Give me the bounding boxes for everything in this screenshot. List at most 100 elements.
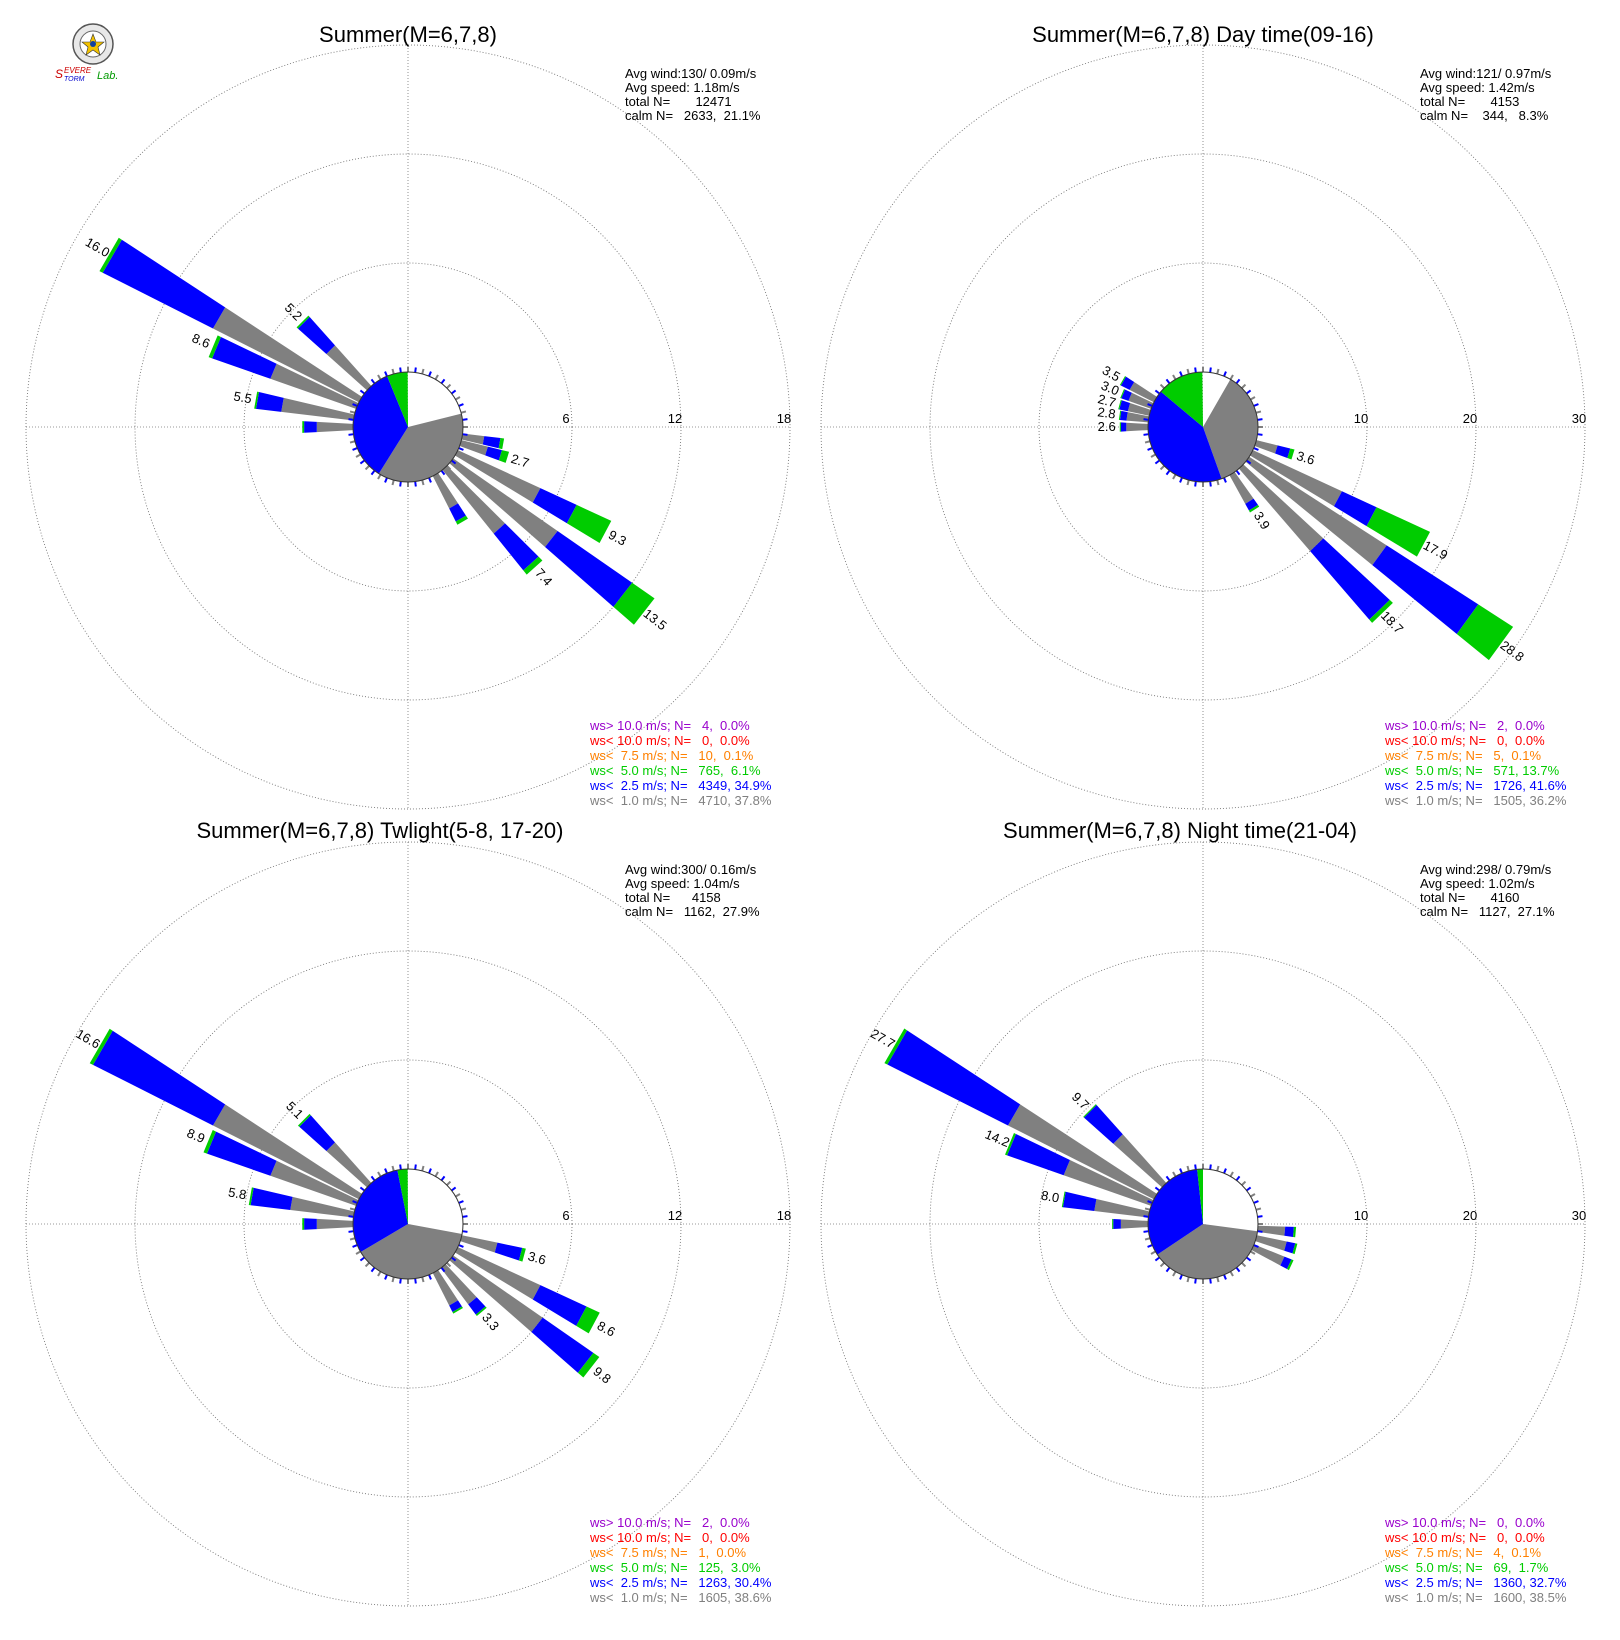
ring-label: 12: [668, 1208, 682, 1223]
minor-petal: [446, 465, 452, 471]
petal-label: 9.3: [606, 527, 629, 549]
minor-petal: [1186, 1165, 1190, 1172]
petal-segment-lt1: [432, 1270, 459, 1306]
ring-label: 6: [562, 411, 569, 426]
calm-circle: [352, 371, 464, 483]
petal-segment-lt2_5: [1280, 1256, 1292, 1270]
minor-petal: [384, 371, 388, 377]
minor-petal: [1147, 403, 1153, 407]
petal-segment-lt5: [203, 1130, 217, 1154]
minor-petal: [421, 479, 425, 486]
minor-petal: [434, 374, 439, 380]
minor-petal: [399, 481, 402, 487]
petal-segment-lt1: [1007, 1104, 1157, 1200]
petal-segment-lt5: [1119, 422, 1121, 432]
ring-3: [25, 44, 791, 810]
petal-segment-lt2_5: [250, 1187, 293, 1210]
petal-segment-lt5: [1456, 604, 1514, 661]
petal-segment-lt1: [455, 450, 541, 503]
calm-circle: [1147, 371, 1259, 483]
info-line: Avg speed: 1.18m/s: [625, 80, 740, 95]
legend-entry: ws> 10.0 m/s; N= 0, 0.0%: [1384, 1515, 1545, 1530]
petal-segment-lt5: [296, 315, 310, 329]
legend-entry: ws< 7.5 m/s; N= 5, 0.1%: [1384, 748, 1542, 763]
petal-segment-lt1: [1063, 1159, 1154, 1206]
minor-petal: [1194, 481, 1197, 487]
minor-petal: [1143, 1215, 1149, 1218]
minor-petal: [446, 383, 452, 389]
ring-2: [929, 153, 1477, 701]
ring-3: [820, 841, 1586, 1607]
minor-petal: [1179, 371, 1183, 377]
minor-petal: [1159, 383, 1165, 389]
minor-petal: [370, 470, 376, 476]
petal-segment-lt2_5: [449, 503, 466, 522]
minor-petal: [1216, 368, 1220, 375]
minor-petal: [1154, 1186, 1160, 1192]
legend-entry: ws< 2.5 m/s; N= 1726, 41.6%: [1384, 778, 1567, 793]
minor-petal: [348, 1230, 354, 1233]
minor-petal: [421, 368, 425, 375]
minor-petal: [1194, 1278, 1197, 1284]
legend-entry: ws< 10.0 m/s; N= 0, 0.0%: [589, 733, 750, 748]
petal-segment-lt2_5: [494, 1242, 523, 1261]
petal-label: 8.0: [1040, 1188, 1060, 1206]
petal-label: 3.0: [1099, 378, 1121, 399]
minor-petal: [1255, 440, 1262, 444]
ring-1: [243, 1059, 573, 1389]
calm-pie-calm: [1203, 372, 1231, 427]
petal-segment-lt2_5: [1275, 445, 1291, 459]
minor-petal: [348, 418, 354, 421]
minor-petal: [1172, 1271, 1177, 1277]
minor-petal: [434, 1271, 439, 1277]
legend-entry: ws> 10.0 m/s; N= 2, 0.0%: [589, 1515, 750, 1530]
minor-petal: [1246, 1186, 1252, 1192]
petal-segment-lt5: [498, 450, 510, 463]
ring-label: 10: [1354, 1208, 1368, 1223]
minor-petal: [414, 1278, 417, 1284]
windrose-panel-1: 6 12 1816.05.28.65.52.79.313.57.4Summer(M=…: [25, 22, 791, 810]
minor-petal: [1235, 1267, 1241, 1273]
petal-segment-lt5: [1293, 1226, 1297, 1238]
minor-petal: [1150, 453, 1156, 458]
petal-segment-lt2_5: [299, 1115, 336, 1152]
info-line: Avg wind:121/ 0.97m/s: [1420, 66, 1552, 81]
calm-pie-lt5: [397, 1169, 408, 1224]
minor-petal: [349, 1207, 356, 1211]
minor-petal: [1159, 465, 1165, 471]
minor-petal: [370, 378, 376, 384]
calm-pie-lt1: [1203, 379, 1258, 479]
minor-petal: [1154, 459, 1160, 465]
petal-segment-lt5: [1369, 599, 1393, 623]
petal-segment-lt5: [613, 582, 655, 625]
petal-segment-lt1: [326, 345, 372, 391]
calm-pie-lt2_5: [1147, 391, 1222, 482]
minor-petal: [462, 418, 468, 421]
petal-segment-lt1: [459, 440, 488, 456]
petal-label: 16.0: [83, 234, 112, 260]
minor-petal: [1257, 1215, 1263, 1218]
minor-petal: [1209, 481, 1212, 487]
info-line: Avg speed: 1.04m/s: [625, 876, 740, 891]
petal-segment-lt2_5: [297, 316, 336, 355]
petal-label: 8.9: [185, 1125, 207, 1146]
calm-pie-lt2_5: [353, 1170, 408, 1252]
minor-petal: [1250, 453, 1256, 458]
petal-segment-lt2_5: [1284, 1226, 1294, 1237]
minor-petal: [1165, 1267, 1171, 1273]
minor-petal: [1250, 1250, 1256, 1255]
minor-petal: [440, 1267, 446, 1273]
minor-petal: [349, 410, 356, 414]
petal-segment-lt5: [297, 1113, 311, 1127]
calm-pie-lt1: [360, 1224, 463, 1279]
minor-petal: [1253, 1244, 1259, 1248]
petal-segment-lt2_5: [545, 530, 633, 607]
minor-petal: [348, 433, 354, 436]
petal-segment-lt5: [576, 1306, 600, 1334]
minor-petal: [1165, 1175, 1171, 1181]
minor-petal: [377, 1271, 382, 1277]
petal-segment-lt1: [1129, 381, 1157, 403]
minor-petal: [370, 1267, 376, 1273]
minor-petal: [1144, 440, 1151, 444]
minor-petal: [451, 459, 457, 465]
